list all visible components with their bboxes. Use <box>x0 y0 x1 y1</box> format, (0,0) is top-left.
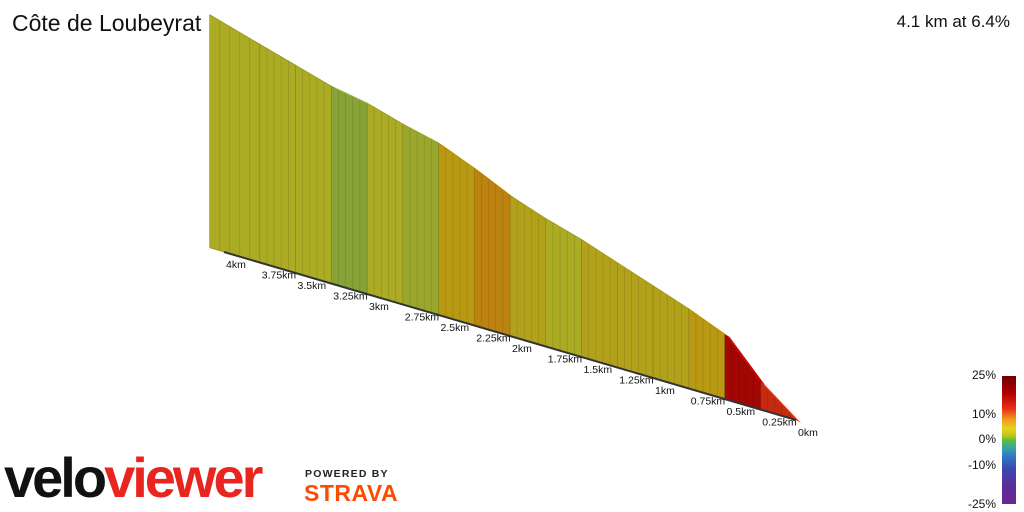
distance-tick-label: 1.5km <box>584 364 613 376</box>
distance-tick-label: 2.75km <box>405 312 440 324</box>
profile-segment-top <box>295 65 337 90</box>
distance-tick-label: 1km <box>655 385 675 397</box>
legend-label-0: 0% <box>978 432 996 446</box>
profile-segment-top <box>510 195 551 222</box>
legend-label-25: 25% <box>971 368 996 382</box>
page-title: Côte de Loubeyrat <box>12 10 202 36</box>
distance-tick-label: 3.75km <box>262 270 297 282</box>
veloviewer-logo: veloviewer <box>4 447 266 507</box>
distance-tick-label: 3km <box>369 301 389 313</box>
profile-segment <box>330 85 368 295</box>
profile-segment <box>366 102 404 305</box>
profile-segment <box>402 123 439 316</box>
profile-segment <box>295 64 332 284</box>
distance-tick-label: 1.25km <box>619 375 654 387</box>
profile-segment <box>259 43 296 274</box>
distance-axis-line <box>223 251 797 421</box>
profile-segment-top <box>474 168 515 199</box>
strava-logo: STRAVA <box>304 480 399 506</box>
distance-tick-label: 4km <box>226 259 246 271</box>
profile-walls <box>209 14 797 421</box>
distance-tick-label: 3.25km <box>333 291 368 303</box>
legend-label-minus-25: -25% <box>967 497 996 511</box>
profile-segment <box>652 285 690 389</box>
distance-tick-label: 3.5km <box>298 280 327 292</box>
distance-tick-label: 0.25km <box>762 417 797 429</box>
distance-tick-label: 2.5km <box>441 322 470 334</box>
profile-segment-top <box>259 44 301 69</box>
profile-top-surface <box>209 14 801 423</box>
distance-tick-label: 0.75km <box>691 396 726 408</box>
profile-segment-top <box>331 86 372 106</box>
profile-segment <box>509 194 547 347</box>
profile-segment-top <box>367 102 408 127</box>
logo-viewer: viewer <box>104 447 263 507</box>
svg-text:veloviewer: veloviewer <box>4 447 263 507</box>
distance-tick-label: 2km <box>512 343 532 355</box>
climb-summary: 4.1 km at 6.4% <box>896 12 1010 31</box>
profile-segment-top <box>653 285 694 312</box>
profile-segment <box>616 261 654 379</box>
profile-segment <box>581 238 618 368</box>
distance-tick-label: 0.5km <box>727 406 756 418</box>
profile-segment-top <box>581 239 623 266</box>
logo-velo: velo <box>4 447 106 507</box>
distance-tick-label: 2.25km <box>476 333 511 345</box>
profile-segment-top <box>688 308 730 337</box>
profile-segment-top <box>617 262 658 289</box>
profile-segment <box>438 142 475 326</box>
profile-segment <box>209 14 261 263</box>
profile-segment-top <box>760 382 801 423</box>
profile-segment <box>545 217 582 358</box>
distance-tick-label: 1.75km <box>548 354 583 366</box>
profile-segment-top <box>545 218 587 243</box>
legend-label-10: 10% <box>971 407 996 421</box>
profile-segment <box>688 308 725 400</box>
gradient-color-legend <box>1002 376 1016 504</box>
legend-label-minus-10: -10% <box>967 458 996 472</box>
profile-segment-top <box>209 14 265 48</box>
distance-tick-label: 0km <box>798 427 818 439</box>
profile-segment-top <box>438 142 480 171</box>
profile-segment-top <box>724 333 766 386</box>
powered-by-label: POWERED BY <box>305 468 389 480</box>
profile-segment-top <box>402 123 444 146</box>
profile-segment <box>473 167 511 337</box>
